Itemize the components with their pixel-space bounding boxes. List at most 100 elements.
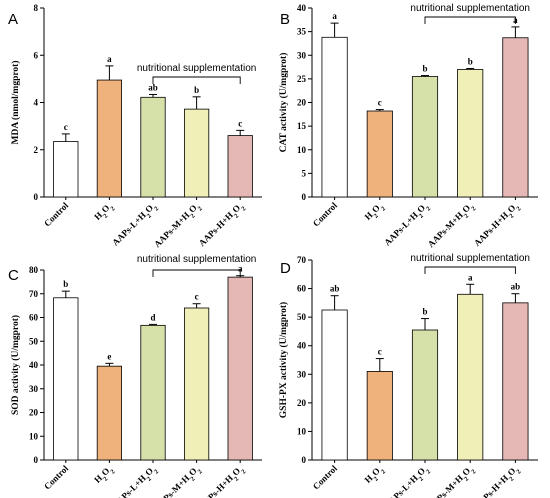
significance-letter: a [468, 272, 473, 282]
bar [97, 366, 121, 460]
y-tick-label: 10 [29, 431, 39, 441]
x-tick-label: H2O2 [92, 463, 116, 487]
y-tick-label: 30 [29, 384, 39, 394]
y-tick-label: 10 [297, 426, 307, 436]
x-tick-label: AAPs-M+H2O2 [152, 463, 203, 498]
y-tick-label: 0 [34, 455, 39, 465]
significance-letter: c [238, 118, 242, 128]
x-tick-label: H2O2 [363, 463, 387, 487]
supplementation-bracket [153, 77, 240, 84]
chart-panel-c: C 0 10 20 30 40 50 60 70 80 SOD activity (U/mgprot… [8, 254, 262, 498]
y-tick-label: 80 [29, 265, 39, 275]
x-tick-label: AAPs-H+H2O2 [197, 463, 247, 498]
y-tick-label: 35 [297, 27, 307, 37]
bar [367, 371, 392, 460]
x-tick-label: Control [311, 463, 340, 492]
significance-letter: c [195, 292, 199, 302]
x-tick-label: AAPs-H+H2O2 [472, 463, 522, 498]
significance-letter: a [107, 54, 112, 64]
significance-letter: ab [511, 282, 521, 292]
y-tick-label: 10 [297, 145, 307, 155]
y-tick-label: 25 [297, 74, 307, 84]
bar [412, 330, 437, 460]
significance-letter: e [107, 351, 111, 361]
y-axis-label: CAT activity (U/mgprot) [278, 53, 289, 153]
x-tick-label: AAPs-M+H2O2 [426, 200, 477, 251]
y-tick-label: 40 [297, 341, 307, 351]
x-tick-label: AAPs-L+H2O2 [110, 463, 160, 498]
x-tick-label: AAPs-H+H2O2 [472, 200, 522, 250]
y-tick-label: 50 [297, 312, 307, 322]
x-tick-label: AAPs-M+H2O2 [152, 200, 203, 251]
x-tick-label: AAPs-H+H2O2 [197, 200, 247, 250]
y-tick-label: 20 [297, 398, 307, 408]
y-tick-label: 0 [302, 455, 307, 465]
x-tick-label: AAPs-M+H2O2 [426, 463, 477, 498]
bar [184, 308, 208, 460]
significance-letter: c [64, 122, 68, 132]
y-tick-label: 30 [297, 50, 307, 60]
bar [367, 111, 392, 197]
y-axis-label: SOD activity (U/mgprot) [10, 315, 21, 415]
y-tick-label: 4 [34, 98, 39, 108]
chart-panel-d: D 0 10 20 30 40 50 60 70 GSH-PX activity (U/mgpro… [278, 253, 538, 498]
bar [54, 141, 78, 197]
panel-label: C [8, 267, 19, 284]
significance-letter: b [422, 64, 427, 74]
y-tick-label: 30 [297, 369, 307, 379]
annotation-label: nutritional supplementation [137, 63, 257, 74]
y-tick-label: 60 [29, 313, 39, 323]
bar [141, 325, 165, 460]
bar [503, 303, 528, 460]
x-tick-label: H2O2 [92, 200, 116, 224]
bar [97, 80, 121, 197]
bar [141, 97, 165, 197]
panel-label: A [8, 11, 18, 28]
bar [322, 310, 347, 460]
bar [458, 294, 483, 460]
y-axis-label: MDA (nmol/mgprot) [10, 61, 21, 145]
significance-letter: c [378, 98, 382, 108]
bar [322, 37, 347, 197]
y-tick-label: 0 [302, 192, 307, 202]
y-tick-label: 70 [29, 289, 39, 299]
y-tick-label: 20 [29, 408, 39, 418]
annotation-label: nutritional supplementation [410, 3, 530, 14]
y-tick-label: 2 [34, 145, 39, 155]
y-tick-label: 6 [34, 50, 39, 60]
x-tick-label: AAPs-L+H2O2 [382, 463, 432, 498]
y-tick-label: 15 [297, 121, 307, 131]
y-axis-label: GSH-PX activity (U/mgprot) [278, 302, 289, 418]
significance-letter: a [332, 11, 337, 21]
y-tick-label: 40 [29, 360, 39, 370]
x-tick-label: AAPs-L+H2O2 [382, 200, 432, 250]
y-tick-label: 5 [302, 168, 307, 178]
y-tick-label: 0 [34, 192, 39, 202]
significance-letter: b [422, 307, 427, 317]
annotation-label: nutritional supplementation [137, 254, 257, 265]
significance-letter: d [150, 312, 155, 322]
y-tick-label: 50 [29, 336, 39, 346]
supplementation-bracket [153, 270, 240, 277]
significance-letter: b [194, 85, 199, 95]
panel-label: B [280, 11, 290, 28]
significance-letter: ab [330, 284, 340, 294]
bar [228, 136, 252, 197]
bar [458, 69, 483, 197]
bar [184, 109, 208, 197]
significance-letter: c [378, 347, 382, 357]
x-tick-label: Control [42, 200, 71, 229]
y-tick-label: 70 [297, 255, 307, 265]
x-tick-label: Control [42, 463, 71, 492]
bar [503, 38, 528, 197]
bar [412, 77, 437, 197]
significance-letter: b [63, 279, 68, 289]
y-tick-label: 60 [297, 284, 307, 294]
y-tick-label: 20 [297, 98, 307, 108]
x-tick-label: Control [311, 200, 340, 229]
panel-label: D [280, 260, 291, 277]
supplementation-bracket [425, 17, 515, 24]
annotation-label: nutritional supplementation [410, 253, 530, 264]
y-tick-label: 40 [297, 3, 307, 13]
